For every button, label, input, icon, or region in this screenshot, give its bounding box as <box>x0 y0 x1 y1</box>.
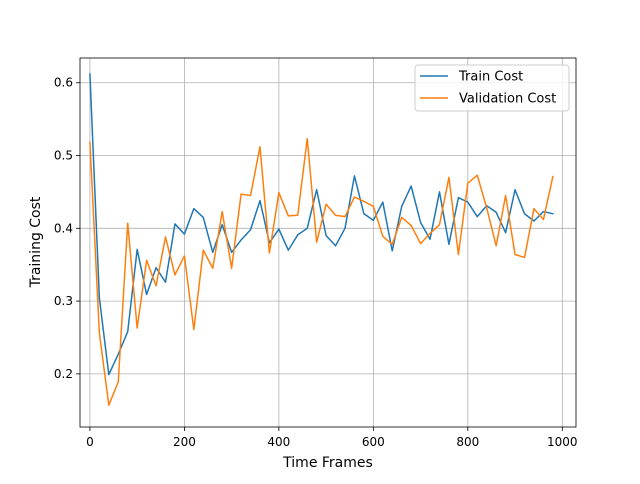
x-tick-label: 1000 <box>547 435 578 449</box>
y-tick-label: 0.2 <box>54 367 73 381</box>
y-tick-label: 0.6 <box>54 76 73 90</box>
x-tick-label: 200 <box>173 435 196 449</box>
y-tick-label: 0.4 <box>54 221 73 235</box>
x-tick-label: 400 <box>267 435 290 449</box>
series-line-train-cost <box>89 73 554 376</box>
legend-label-train-cost: Train Cost <box>458 70 523 85</box>
x-axis-label: Time Frames <box>282 455 373 471</box>
x-tick-label: 600 <box>362 435 385 449</box>
legend-box <box>414 64 570 112</box>
series-layer <box>89 73 554 406</box>
series-line-validation-cost <box>89 138 554 406</box>
plot-frame <box>79 57 577 428</box>
x-tick-label: 800 <box>456 435 479 449</box>
y-axis-label: Training Cost <box>28 196 44 288</box>
legend-label-validation-cost: Validation Cost <box>459 92 556 107</box>
x-tick-label: 0 <box>86 435 94 449</box>
axis-ticks: 0 200 400 600 800 1000 0.2 0.3 0.4 0.5 0.6 <box>54 76 578 449</box>
legend: Train Cost Validation Cost <box>414 64 570 112</box>
y-tick-label: 0.3 <box>54 294 73 308</box>
y-tick-label: 0.5 <box>54 149 73 163</box>
